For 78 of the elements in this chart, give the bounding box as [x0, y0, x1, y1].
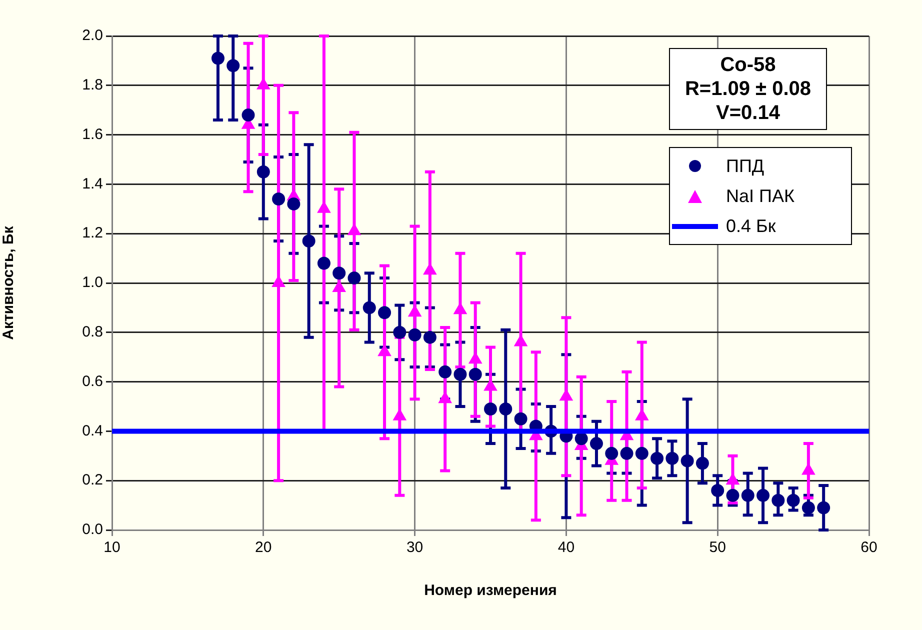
point: [393, 326, 406, 339]
point: [802, 463, 815, 475]
y-tick-label: 1.0: [82, 274, 103, 292]
point: [620, 446, 634, 460]
point: [393, 408, 406, 420]
point: [348, 272, 361, 285]
point: [605, 446, 618, 460]
point: [514, 412, 528, 426]
point: [756, 488, 770, 502]
x-tick-label: 30: [406, 539, 424, 556]
x-tick-label: 20: [255, 539, 272, 556]
point: [817, 501, 830, 514]
point: [499, 402, 512, 416]
point: [711, 484, 724, 497]
point: [514, 334, 528, 346]
x-tick-label: 40: [558, 539, 575, 556]
point: [635, 446, 648, 460]
point: [348, 224, 361, 236]
point: [317, 256, 330, 270]
point: [242, 108, 255, 122]
point: [650, 452, 664, 465]
y-tick-label: 1.6: [82, 126, 103, 143]
y-tick-label: 2.0: [82, 27, 103, 44]
point: [256, 165, 270, 178]
x-tick-label: 60: [860, 539, 878, 556]
point: [226, 59, 240, 72]
point: [696, 456, 709, 470]
point: [423, 330, 436, 344]
y-tick-label: 0.8: [82, 324, 103, 341]
y-tick-label: 0.2: [82, 472, 103, 489]
point: [317, 201, 331, 213]
point: [726, 473, 740, 485]
point: [332, 266, 346, 280]
x-tick-label: 50: [709, 539, 726, 556]
y-tick-label: 0.6: [82, 372, 103, 390]
annotation: Co-58 R=1.09 ± 0.08 V=0.14: [669, 48, 827, 130]
point: [287, 197, 300, 210]
point: [666, 452, 679, 465]
y-tick-label: 1.4: [82, 175, 103, 192]
point: [560, 389, 573, 401]
point: [438, 365, 452, 378]
point: [468, 352, 482, 364]
point: [408, 305, 422, 317]
point: [423, 263, 436, 275]
y-tick-label: 1.8: [82, 76, 103, 94]
point: [468, 368, 482, 381]
legend-label: NaI ПАК: [726, 186, 794, 206]
point: [484, 402, 497, 416]
point: [454, 302, 467, 314]
y-axis-title: Активность, Бк: [0, 226, 18, 340]
point: [378, 306, 392, 320]
point: [272, 276, 286, 287]
point: [726, 488, 740, 502]
legend-label: 0.4 Бк: [726, 216, 776, 236]
x-axis-title: Номер измерения: [424, 582, 557, 600]
point: [680, 454, 694, 468]
point: [635, 408, 648, 420]
x-tick-label: 10: [104, 539, 120, 556]
point: [590, 437, 603, 450]
point: [574, 432, 588, 446]
y-tick-label: 0.4: [82, 422, 103, 440]
point: [302, 234, 316, 248]
point: [438, 392, 452, 404]
legend-label: ППД: [726, 156, 764, 176]
y-tick-label: 1.2: [82, 224, 103, 242]
point: [256, 78, 270, 90]
point: [786, 494, 800, 507]
y-tick-label: 0.0: [82, 521, 103, 538]
point: [772, 494, 785, 507]
point: [272, 192, 286, 206]
point: [408, 328, 422, 342]
point: [332, 280, 346, 292]
point: [741, 488, 754, 502]
point: [211, 52, 224, 65]
point: [362, 301, 376, 314]
point: [378, 344, 392, 356]
point: [802, 501, 815, 514]
point: [454, 368, 467, 381]
